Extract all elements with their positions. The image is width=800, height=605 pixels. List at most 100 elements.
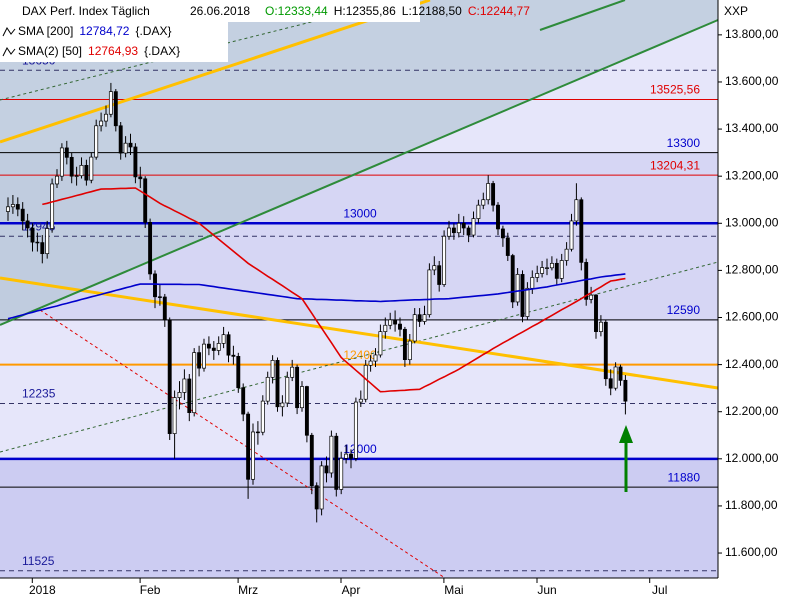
level-label: 12235 xyxy=(22,387,56,401)
trend-line xyxy=(0,261,719,453)
legend-icon xyxy=(2,27,16,37)
candle-body xyxy=(25,220,30,229)
date: 26.06.2018 xyxy=(190,4,250,18)
legend-source: {.DAX} xyxy=(135,24,171,38)
candle-body xyxy=(476,204,481,219)
candle-body xyxy=(353,401,358,459)
candle-body xyxy=(6,206,10,212)
candle-body xyxy=(108,91,113,115)
candle-body xyxy=(496,204,500,230)
y-tick-label: 12.600,00 xyxy=(725,310,779,324)
candle-body xyxy=(549,262,554,269)
candle-body xyxy=(422,314,427,322)
x-tick-label: Jun xyxy=(537,583,556,597)
candle-body xyxy=(603,321,608,380)
candle-body xyxy=(491,183,496,206)
candle-body xyxy=(363,364,368,400)
candle-body xyxy=(545,267,549,269)
candle-body xyxy=(246,413,251,480)
candle-body xyxy=(128,142,133,148)
candle-body xyxy=(221,334,226,344)
candle-body xyxy=(123,142,128,154)
candle-body xyxy=(334,435,339,490)
candle-body xyxy=(167,319,172,434)
candle-body xyxy=(388,319,393,326)
candle-body xyxy=(89,156,94,181)
candle-body xyxy=(540,267,545,274)
y-tick-label: 13.800,00 xyxy=(725,27,779,41)
sma-line xyxy=(42,187,626,393)
candle-body xyxy=(564,248,569,261)
trend-line xyxy=(0,0,431,144)
candle-body xyxy=(84,164,89,181)
candle-body xyxy=(275,360,280,408)
candle-body xyxy=(393,319,398,325)
quote-value: O:12333,44 xyxy=(265,4,328,18)
level-label: 11880 xyxy=(668,470,701,484)
candle-body xyxy=(383,324,388,332)
legend-icon xyxy=(2,47,16,57)
candle-body xyxy=(30,227,35,243)
candle-body xyxy=(79,164,84,177)
level-label: 12590 xyxy=(667,303,701,317)
candle-body xyxy=(94,125,99,158)
y-tick-label: 13.400,00 xyxy=(725,121,779,135)
candle-body xyxy=(368,360,373,366)
candle-body xyxy=(554,262,559,279)
candle-body xyxy=(148,221,153,275)
legend-name: SMA [200] xyxy=(18,24,73,38)
candle-body xyxy=(162,296,167,321)
candle-body xyxy=(280,402,285,408)
legend-background xyxy=(0,0,420,22)
candle-body xyxy=(339,457,344,490)
x-axis-area xyxy=(0,578,718,600)
candle-body xyxy=(324,465,329,474)
x-tick-label: 2018 xyxy=(29,583,56,597)
candle-body xyxy=(15,204,20,210)
candle-body xyxy=(265,376,270,402)
candle-body xyxy=(206,343,211,349)
candle-body xyxy=(64,147,69,158)
candle-body xyxy=(69,156,74,177)
candle-body xyxy=(349,453,353,459)
candle-body xyxy=(192,352,197,414)
candle-body xyxy=(104,113,108,122)
level-label: 13204,31 xyxy=(650,158,700,172)
legend-name: SMA(2) [50] xyxy=(18,44,82,58)
level-label: 11525 xyxy=(22,554,55,568)
indicator-lines xyxy=(7,187,626,393)
candle-body xyxy=(270,360,275,378)
candle-body xyxy=(378,331,383,356)
candle-body xyxy=(216,343,221,351)
candle-body xyxy=(505,237,510,256)
candle-body xyxy=(613,366,618,389)
candle-body xyxy=(417,314,422,322)
candle-body xyxy=(623,379,628,402)
axis-label: XXP xyxy=(724,4,748,18)
candle-body xyxy=(182,378,187,393)
y-tick-label: 13.600,00 xyxy=(725,74,779,88)
candle-body xyxy=(574,199,579,222)
y-tick-label: 12.000,00 xyxy=(725,451,779,465)
candle-body xyxy=(329,435,334,474)
candle-body xyxy=(510,255,515,303)
candle-body xyxy=(530,277,535,289)
candle-body xyxy=(344,453,349,459)
candle-body xyxy=(35,241,40,244)
candle-body xyxy=(471,218,476,236)
legend-value: 12784,72 xyxy=(79,24,129,38)
candle-body xyxy=(295,366,300,409)
candle-body xyxy=(608,378,613,389)
candle-body xyxy=(231,354,236,357)
candle-body xyxy=(486,183,491,201)
x-tick-label: Mrz xyxy=(238,583,258,597)
candle-body xyxy=(461,222,466,229)
candle-body xyxy=(226,334,231,356)
trend-line xyxy=(0,276,719,390)
level-label: 12400 xyxy=(343,348,377,362)
candle-body xyxy=(432,265,437,271)
candle-body xyxy=(407,340,412,361)
legend-value: 12764,93 xyxy=(88,44,138,58)
arrow-head xyxy=(619,425,633,443)
candle-body xyxy=(466,227,471,236)
